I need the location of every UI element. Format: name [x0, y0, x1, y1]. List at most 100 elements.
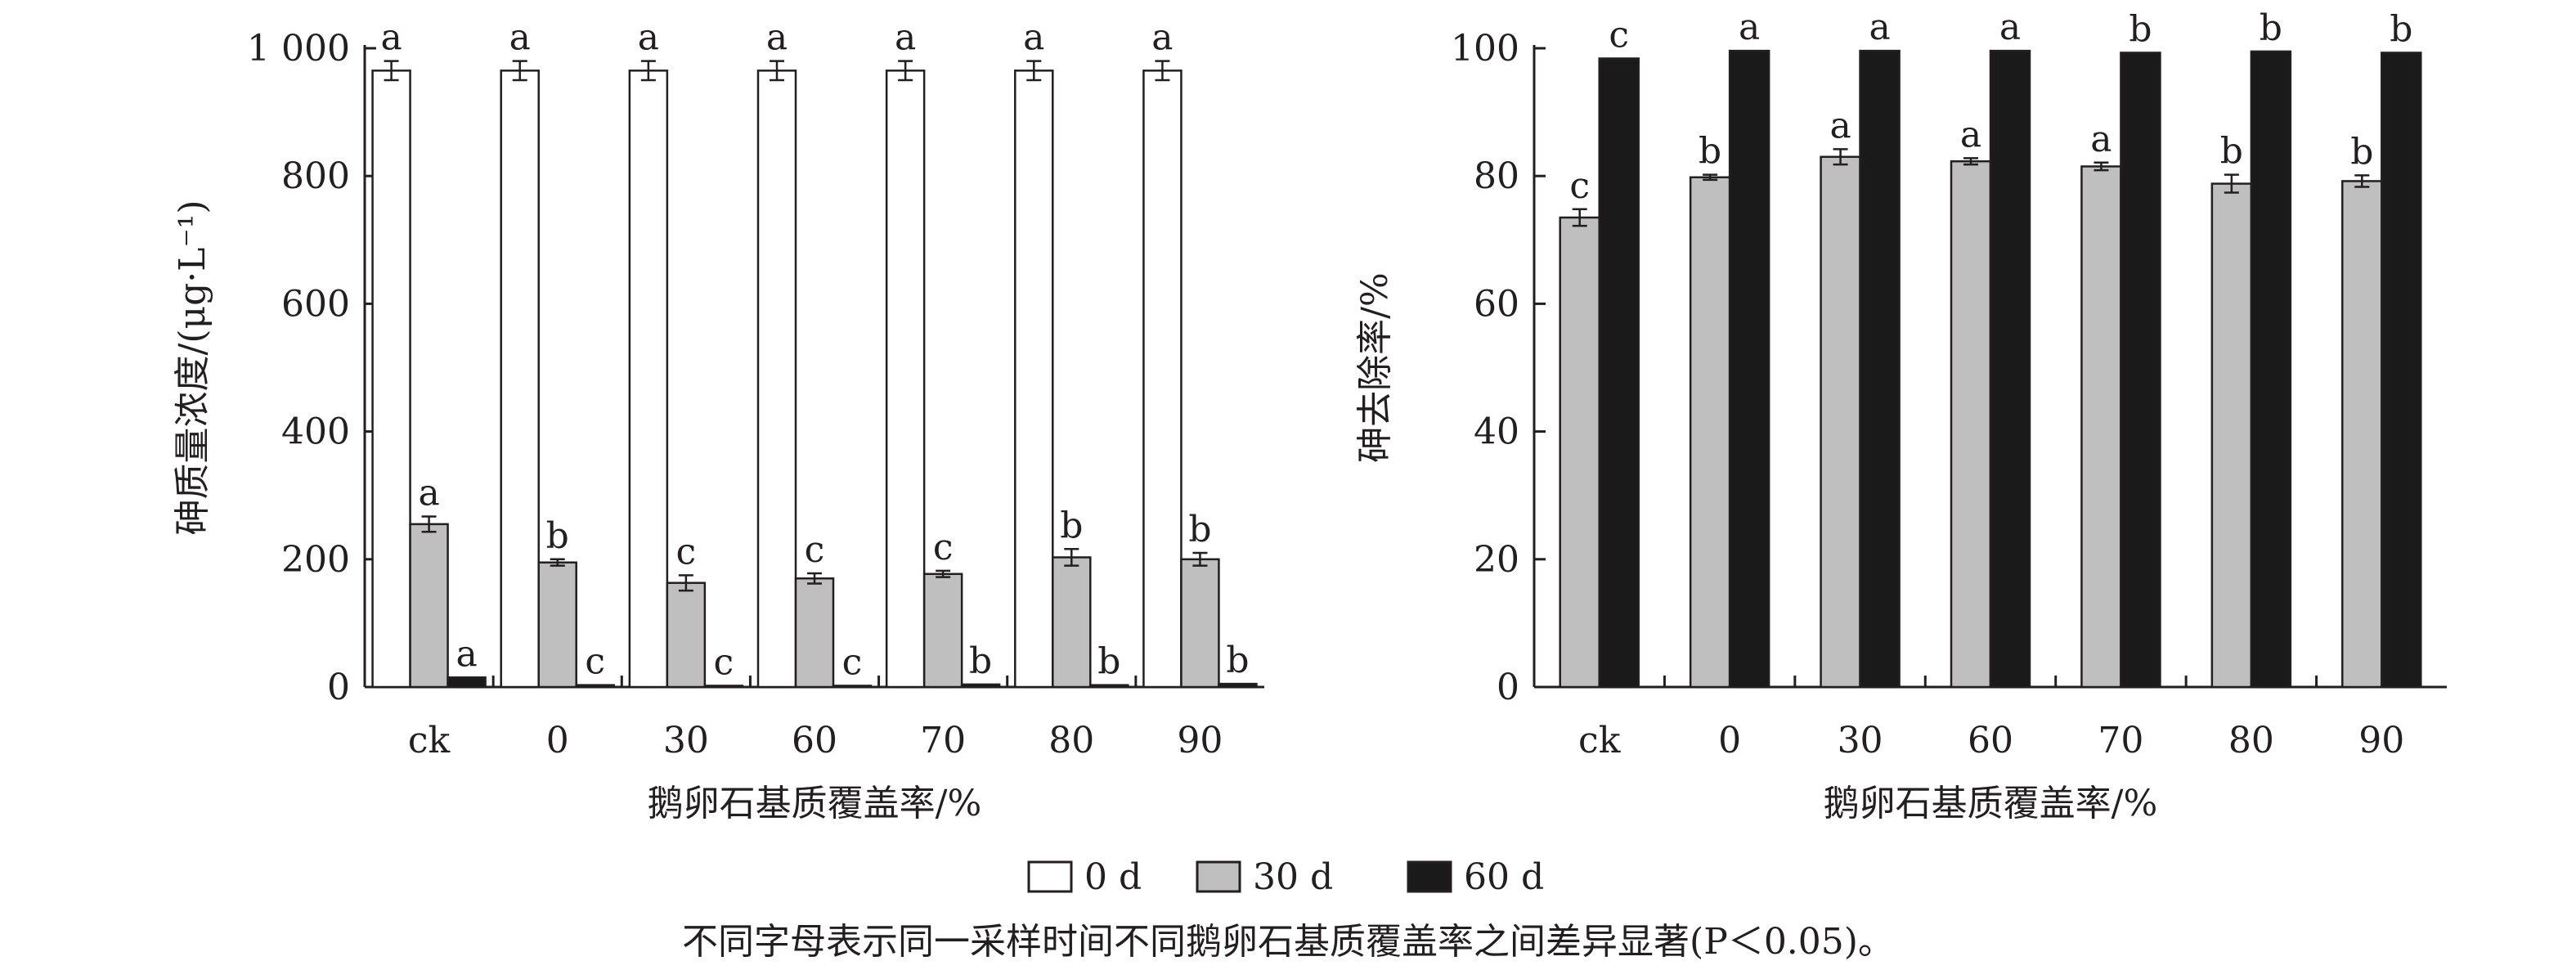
bar: [1559, 216, 1600, 689]
significance-label: a: [1739, 7, 1760, 48]
significance-label: c: [714, 641, 734, 683]
bar: [666, 582, 707, 689]
significance-label: b: [2390, 8, 2412, 50]
bar: [575, 684, 615, 689]
y-axis-title: 砷去除率/%: [1354, 272, 1396, 463]
bar: [2210, 182, 2253, 689]
significance-label: a: [638, 17, 659, 59]
significance-label: a: [2090, 119, 2112, 160]
significance-label: b: [1060, 505, 1083, 546]
significance-label: c: [1569, 165, 1590, 207]
significance-label: a: [895, 17, 916, 59]
bar: [1689, 176, 1731, 689]
bar: [1820, 155, 1861, 689]
x-tick-label: 90: [2358, 720, 2404, 761]
significance-label: a: [1829, 105, 1851, 146]
bar: [1218, 682, 1258, 689]
x-tick-label: ck: [1578, 720, 1621, 761]
bar: [2381, 52, 2422, 689]
significance-label: a: [766, 17, 788, 59]
bar: [1142, 70, 1183, 689]
significance-label: a: [1869, 7, 1890, 48]
y-tick-label: 1 000: [247, 28, 350, 70]
bar: [1989, 49, 2031, 689]
y-tick-label: 80: [1474, 155, 1519, 197]
bar: [1728, 49, 1770, 689]
significance-label: b: [2260, 7, 2282, 49]
x-tick-label: 30: [1838, 720, 1883, 761]
significance-label: c: [842, 641, 863, 683]
y-tick-label: 600: [281, 283, 350, 325]
bar: [2080, 165, 2122, 689]
legend-label-60d: 60 d: [1464, 856, 1544, 898]
x-axis-title: 鹅卵石基质覆盖率/%: [648, 783, 982, 824]
bar: [1180, 558, 1220, 689]
significance-label: b: [2220, 131, 2243, 173]
significance-label: b: [1226, 640, 1249, 681]
y-tick-label: 400: [281, 411, 350, 453]
x-tick-label: 80: [2228, 720, 2274, 761]
x-tick-label: 60: [792, 720, 837, 761]
significance-label: c: [805, 529, 825, 571]
x-tick-label: 70: [2098, 720, 2143, 761]
y-tick-label: 0: [327, 667, 350, 708]
bar: [922, 573, 963, 689]
y-tick-label: 200: [281, 539, 350, 581]
x-tick-label: 60: [1968, 720, 2013, 761]
y-tick-label: 100: [1451, 28, 1519, 70]
y-tick-label: 800: [281, 155, 350, 197]
removal-rate-chart: 0 20 40 60 80 100 ck 0 30 60 70 80 90 c b a a a b b c a a a b b b 鹅…: [1354, 7, 2447, 824]
bar: [703, 685, 744, 689]
significance-label: c: [676, 531, 697, 573]
y-tick-label: 40: [1474, 411, 1519, 453]
significance-label: b: [546, 515, 569, 557]
legend-label-0d: 0 d: [1084, 856, 1142, 898]
significance-label: a: [418, 472, 439, 514]
bar: [832, 685, 873, 689]
legend-swatch-60d: [1407, 860, 1452, 893]
significance-label: a: [1023, 17, 1044, 59]
bar: [1950, 159, 1992, 689]
bar: [500, 70, 540, 689]
bar: [885, 70, 926, 689]
bar: [1859, 49, 1901, 689]
y-tick-label: 20: [1474, 539, 1519, 581]
legend-swatch-30d: [1196, 860, 1241, 893]
bar: [1598, 57, 1640, 689]
bar: [2341, 180, 2383, 689]
x-tick-label: 30: [663, 720, 709, 761]
figure-caption: 不同字母表示同一采样时间不同鹅卵石基质覆盖率之间差异显著(P＜0.05)。: [682, 921, 1894, 963]
significance-label: b: [1188, 509, 1211, 550]
y-axis-title: 砷质量浓度/(μg·L⁻¹): [172, 200, 213, 536]
x-tick-label: 0: [1718, 720, 1741, 761]
significance-label: a: [456, 633, 477, 675]
legend-label-30d: 30 d: [1253, 856, 1333, 898]
significance-label: c: [585, 641, 605, 683]
bar: [628, 70, 669, 689]
bar: [1014, 70, 1054, 689]
x-tick-label: 0: [546, 720, 569, 761]
x-axis-title: 鹅卵石基质覆盖率/%: [1824, 783, 2158, 824]
bar: [960, 683, 1001, 689]
bar: [447, 676, 487, 689]
significance-label: b: [2129, 8, 2152, 50]
x-tick-label: 90: [1177, 720, 1223, 761]
x-tick-label: 80: [1048, 720, 1094, 761]
bar: [2250, 50, 2292, 689]
significance-label: a: [1999, 7, 2021, 48]
bar: [756, 70, 797, 689]
x-tick-label: ck: [408, 720, 451, 761]
bar: [794, 577, 835, 689]
bar: [1089, 684, 1129, 689]
significance-label: c: [933, 527, 954, 568]
significance-label: c: [1609, 14, 1629, 56]
bar: [371, 70, 411, 689]
significance-label: a: [509, 17, 531, 59]
y-tick-label: 60: [1474, 283, 1519, 325]
significance-label: a: [1151, 17, 1173, 59]
legend: 0 d 30 d 60 d: [1027, 856, 1544, 898]
significance-label: b: [969, 640, 992, 682]
y-tick-label: 0: [1497, 667, 1519, 708]
significance-label: b: [2350, 131, 2373, 173]
